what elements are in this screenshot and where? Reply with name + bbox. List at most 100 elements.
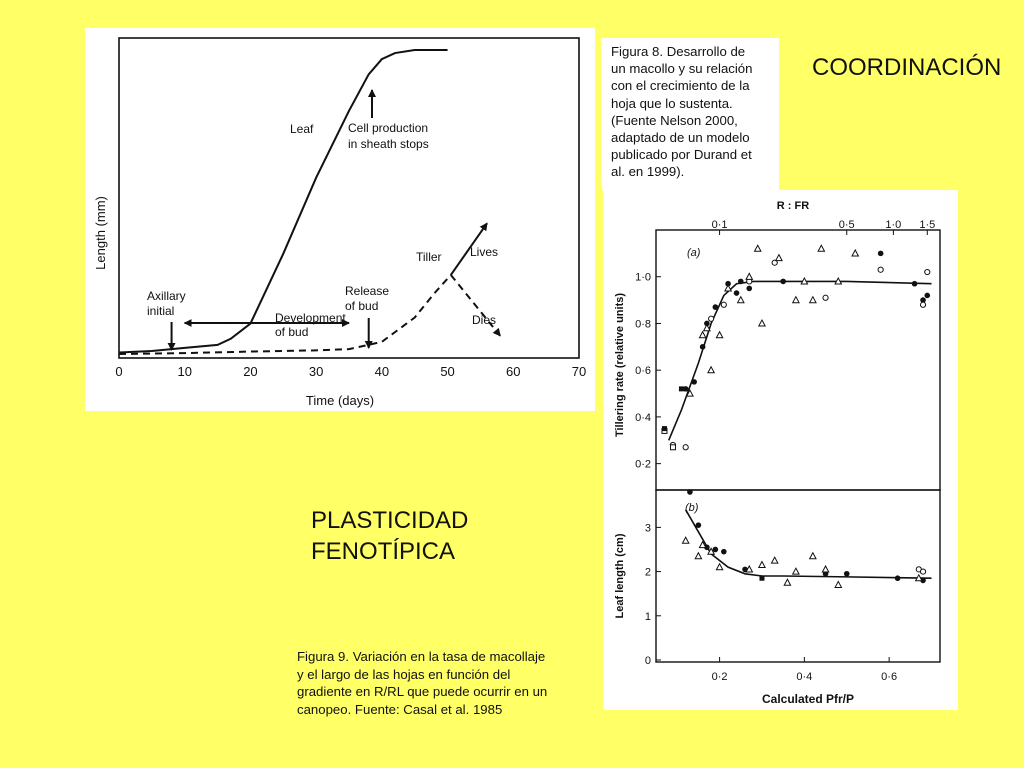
top-axis-label: R : FR: [777, 200, 809, 212]
data-point-triangle: [851, 248, 860, 257]
data-point-open-circle: [924, 268, 931, 276]
plasticidad-title: PLASTICIDAD FENOTÍPICA: [311, 505, 468, 567]
data-point-triangle: [681, 536, 690, 544]
x-tick-label: 0: [115, 364, 122, 379]
data-point-filled-circle: [721, 548, 727, 555]
b-y-tick-label: 3: [645, 522, 651, 534]
data-point-triangle: [808, 295, 817, 304]
data-point-triangle: [707, 547, 716, 555]
data-point-filled-circle: [746, 285, 753, 292]
data-point-filled-circle: [843, 570, 850, 577]
caption-8-line: con el crecimiento de la: [611, 78, 750, 94]
data-point-triangle: [791, 567, 800, 575]
data-point-filled-circle: [712, 304, 719, 310]
x-tick-label: 0·6: [881, 671, 897, 683]
leaf-label: Leaf: [290, 122, 314, 136]
data-point-triangle: [685, 389, 694, 397]
data-point-triangle: [783, 578, 792, 586]
x-tick-label: 10: [177, 364, 191, 379]
x-tick-label: 50: [440, 364, 454, 379]
fit-line: [684, 509, 932, 580]
lives-label: Lives: [470, 245, 498, 259]
coordinacion-title: COORDINACIÓN: [812, 54, 1002, 81]
data-point-filled-circle: [682, 386, 689, 392]
data-point-filled-circle: [691, 379, 697, 385]
axillary-initial-label: Axillary: [147, 289, 186, 303]
data-point-open-circle: [720, 301, 727, 308]
a-y-tick-label: 0·4: [635, 412, 651, 424]
x-tick-label: 60: [506, 364, 520, 379]
data-point-triangle: [770, 556, 779, 564]
x-tick-label: 0·2: [712, 671, 728, 683]
series-line-tiller: [118, 274, 452, 355]
caption-9-line: canopeo. Fuente: Casal et al. 1985: [297, 701, 503, 717]
caption-8-line: un macollo y su relación: [611, 61, 753, 77]
data-point-open-square: [669, 444, 676, 451]
b-y-tick-label: 1: [645, 611, 651, 623]
data-point-filled-circle: [920, 297, 926, 303]
panel-b-label: (b): [685, 502, 699, 514]
data-point-filled-circle: [712, 546, 719, 553]
y-axis-label: Length (mm): [93, 196, 108, 270]
data-point-triangle: [757, 560, 767, 569]
b-y-tick-label: 2: [645, 567, 651, 579]
figure-9-panel: R : FR (a) (b) Tillering rate (relative …: [603, 190, 958, 710]
data-point-open-circle: [682, 444, 689, 451]
a-y-tick-label: 0·6: [635, 365, 651, 377]
x-axis-label: Calculated Pfr/P: [762, 692, 854, 706]
data-point-filled-square: [661, 426, 667, 432]
data-point-triangle: [834, 580, 843, 588]
data-point-triangle: [757, 318, 767, 327]
data-point-triangle: [834, 276, 843, 285]
development-label: of bud: [275, 325, 308, 339]
data-point-triangle: [808, 551, 817, 560]
caption-8-line: Figura 8. Desarrollo de: [611, 44, 746, 59]
figure-9-caption: Figura 9. Variación en la tasa de macoll…: [297, 648, 547, 718]
data-point-triangle: [745, 564, 754, 573]
data-point-filled-circle: [920, 577, 926, 584]
top-tick-label: 0·5: [839, 219, 855, 231]
dies-label: Dies: [472, 313, 496, 327]
data-point-open-circle: [877, 266, 884, 273]
data-point-open-circle: [919, 301, 927, 308]
data-point-triangle: [694, 551, 703, 560]
caption-8-line: hoja que lo sustenta.: [611, 95, 733, 111]
x-tick-label: 20: [243, 364, 257, 379]
data-point-open-circle: [822, 294, 829, 301]
x-tick-label: 40: [375, 364, 389, 379]
data-point-triangle: [698, 330, 707, 339]
title-line-2: FENOTÍPICA: [311, 538, 456, 565]
a-y-tick-label: 0·8: [635, 318, 651, 330]
data-point-filled-circle: [924, 292, 931, 299]
series-line-lives: [450, 222, 488, 276]
figure-8-caption-box: [601, 38, 779, 190]
data-point-triangle: [745, 272, 754, 280]
tillering-leaf-length-chart: R : FR (a) (b) Tillering rate (relative …: [614, 200, 941, 706]
data-point-filled-circle: [911, 280, 918, 287]
data-point-triangle: [791, 295, 800, 304]
caption-8-line: al. en 1999).: [611, 164, 685, 180]
release-label: of bud: [345, 299, 378, 313]
development-label: Development: [275, 311, 346, 325]
tiller-development-chart: Length (mm) Time (days) 0 10 20 30 40 50 60 70 …: [93, 37, 586, 408]
data-point-triangle: [914, 573, 923, 582]
x-tick-label: 30: [309, 364, 323, 379]
data-point-filled-circle: [877, 250, 884, 257]
data-point-triangle: [774, 253, 783, 262]
top-tick-label: 1·5: [919, 219, 935, 231]
caption-8-line: adaptado de un modelo: [611, 130, 750, 146]
caption-9-line: y el largo de las hojas en función del: [297, 666, 511, 682]
tiller-label: Tiller: [416, 250, 442, 264]
figure-8-panel: Length (mm) Time (days) 0 10 20 30 40 50 60 70 …: [85, 28, 595, 411]
data-point-triangle: [724, 283, 733, 292]
caption-9-line: gradiente en R/RL que puede ocurrir en u…: [297, 684, 548, 699]
data-point-filled-circle: [704, 544, 710, 551]
data-point-triangle: [715, 562, 724, 571]
panel-a-y-label: Tillering rate (relative units): [614, 293, 626, 437]
data-point-filled-circle: [733, 290, 740, 296]
data-point-filled-circle: [725, 280, 731, 287]
x-tick-label: 0·4: [796, 671, 812, 683]
caption-9-line: Figura 9. Variación en la tasa de macoll…: [297, 649, 546, 664]
data-point-triangle: [736, 295, 745, 304]
data-point-filled-circle: [894, 575, 901, 582]
